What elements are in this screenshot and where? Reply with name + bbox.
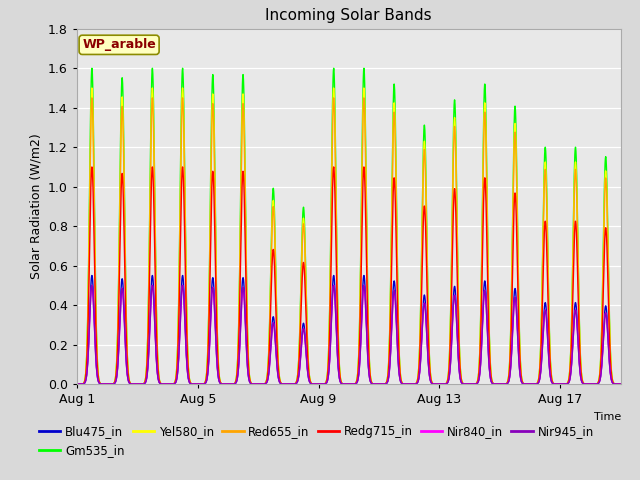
Nir945_in [617, 381, 625, 387]
Nir945_in [285, 381, 292, 387]
Line: Yel580_in: Yel580_in [77, 88, 621, 384]
Y-axis label: Solar Radiation (W/m2): Solar Radiation (W/m2) [29, 133, 42, 279]
Title: Incoming Solar Bands: Incoming Solar Bands [266, 9, 432, 24]
Line: Blu475_in: Blu475_in [77, 276, 621, 384]
Redg715_in [285, 381, 292, 387]
Nir945_in [88, 282, 96, 288]
Gm535_in [189, 381, 197, 387]
Blu475_in [402, 381, 410, 387]
Line: Red655_in: Red655_in [77, 98, 621, 384]
Redg715_in [402, 381, 410, 387]
Yel580_in [565, 373, 573, 379]
Red655_in [285, 381, 292, 387]
Yel580_in [402, 381, 410, 387]
Nir840_in [189, 381, 197, 387]
Blu475_in [565, 378, 573, 384]
Gm535_in [88, 65, 96, 71]
Yel580_in [225, 381, 233, 387]
Yel580_in [617, 381, 625, 387]
Yel580_in [285, 381, 292, 387]
Yel580_in [189, 381, 197, 387]
Text: Time: Time [593, 412, 621, 422]
Nir945_in [402, 381, 410, 387]
Red655_in [565, 374, 573, 380]
Red655_in [189, 381, 197, 387]
Blu475_in [617, 381, 625, 387]
Redg715_in [412, 381, 419, 387]
Nir840_in [617, 381, 625, 387]
Redg715_in [189, 381, 197, 387]
Red655_in [88, 95, 96, 101]
Nir945_in [225, 381, 233, 387]
Line: Redg715_in: Redg715_in [77, 167, 621, 384]
Legend: Blu475_in, Gm535_in, Yel580_in, Red655_in, Redg715_in, Nir840_in, Nir945_in: Blu475_in, Gm535_in, Yel580_in, Red655_i… [39, 425, 594, 457]
Redg715_in [73, 381, 81, 387]
Nir840_in [565, 379, 573, 384]
Redg715_in [225, 381, 233, 387]
Nir840_in [73, 381, 81, 387]
Blu475_in [412, 381, 419, 387]
Redg715_in [88, 164, 96, 170]
Gm535_in [225, 381, 233, 387]
Nir945_in [412, 381, 419, 387]
Red655_in [402, 381, 410, 387]
Nir945_in [617, 381, 625, 387]
Yel580_in [88, 85, 96, 91]
Nir840_in [88, 282, 96, 288]
Red655_in [412, 381, 419, 387]
Nir840_in [617, 381, 625, 387]
Line: Gm535_in: Gm535_in [77, 68, 621, 384]
Nir840_in [402, 381, 410, 387]
Redg715_in [617, 381, 625, 387]
Blu475_in [88, 273, 96, 278]
Nir840_in [225, 381, 233, 387]
Red655_in [73, 381, 81, 387]
Nir840_in [285, 381, 292, 387]
Nir945_in [73, 381, 81, 387]
Gm535_in [617, 381, 625, 387]
Red655_in [617, 381, 625, 387]
Gm535_in [617, 381, 625, 387]
Gm535_in [285, 381, 292, 387]
Blu475_in [617, 381, 625, 387]
Blu475_in [189, 381, 197, 387]
Yel580_in [412, 381, 419, 387]
Red655_in [617, 381, 625, 387]
Gm535_in [73, 381, 81, 387]
Nir840_in [412, 381, 419, 387]
Line: Nir945_in: Nir945_in [77, 285, 621, 384]
Blu475_in [285, 381, 292, 387]
Line: Nir840_in: Nir840_in [77, 285, 621, 384]
Text: WP_arable: WP_arable [82, 38, 156, 51]
Redg715_in [565, 375, 573, 381]
Redg715_in [617, 381, 625, 387]
Nir945_in [189, 381, 197, 387]
Gm535_in [565, 373, 573, 379]
Blu475_in [73, 381, 81, 387]
Blu475_in [225, 381, 233, 387]
Gm535_in [412, 381, 419, 386]
Yel580_in [617, 381, 625, 387]
Gm535_in [402, 381, 410, 387]
Red655_in [225, 381, 233, 387]
Nir945_in [565, 379, 573, 384]
Yel580_in [73, 381, 81, 387]
